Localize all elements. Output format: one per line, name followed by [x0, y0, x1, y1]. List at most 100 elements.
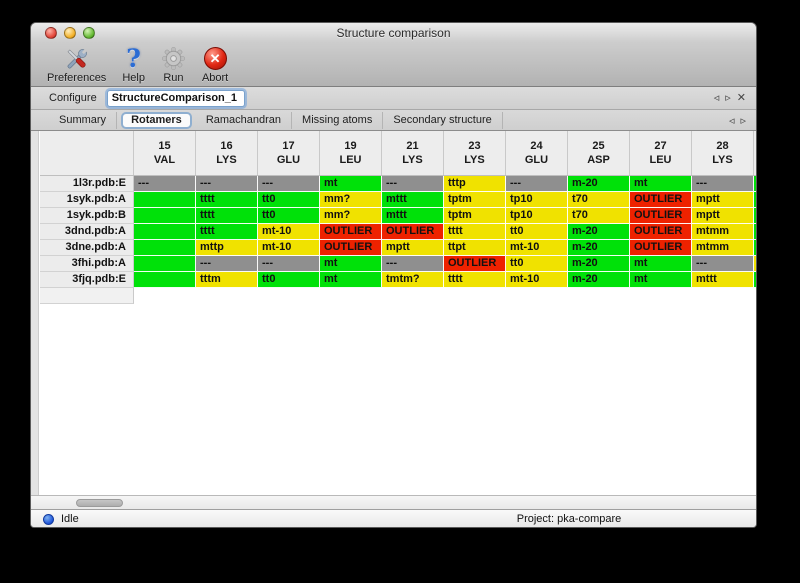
- rotamer-cell[interactable]: [754, 192, 756, 208]
- row-label[interactable]: 1syk.pdb:A: [40, 192, 134, 208]
- rotamer-cell[interactable]: mt: [630, 272, 692, 288]
- rotamer-cell[interactable]: tt0: [258, 208, 320, 224]
- rotamer-cell[interactable]: [754, 176, 756, 192]
- rotamer-cell[interactable]: [134, 240, 196, 256]
- column-header[interactable]: 17 GLU: [258, 131, 320, 175]
- rotamer-cell[interactable]: mt: [320, 176, 382, 192]
- configure-input[interactable]: [106, 89, 245, 107]
- row-label[interactable]: 3dne.pdb:A: [40, 240, 134, 256]
- column-header[interactable]: 24 GLU: [506, 131, 568, 175]
- column-header[interactable]: 23 LYS: [444, 131, 506, 175]
- rotamer-cell[interactable]: m-20: [568, 240, 630, 256]
- rotamer-cell[interactable]: tttt: [444, 272, 506, 288]
- tab-summary[interactable]: Summary: [49, 111, 118, 129]
- rotamer-cell[interactable]: m-20: [568, 224, 630, 240]
- pane-close-icon[interactable]: ✕: [736, 92, 746, 104]
- rotamer-cell[interactable]: mttp: [196, 240, 258, 256]
- rotamer-cell[interactable]: ---: [382, 256, 444, 272]
- close-button[interactable]: [45, 27, 57, 39]
- rotamer-cell[interactable]: OUTLIER: [630, 208, 692, 224]
- rotamer-cell[interactable]: mttt: [382, 192, 444, 208]
- rotamer-cell[interactable]: tt0: [506, 224, 568, 240]
- rotamer-cell[interactable]: [134, 272, 196, 288]
- tab-scroll-left-icon[interactable]: ◃: [728, 115, 735, 127]
- help-button[interactable]: ? Help: [122, 45, 145, 84]
- rotamer-cell[interactable]: m-20: [568, 176, 630, 192]
- rotamer-cell[interactable]: mt-10: [258, 240, 320, 256]
- horizontal-scrollbar[interactable]: [31, 495, 756, 509]
- column-header[interactable]: 27 LEU: [630, 131, 692, 175]
- tab-ramachandran[interactable]: Ramachandran: [196, 111, 293, 129]
- row-label[interactable]: 1syk.pdb:B: [40, 208, 134, 224]
- rotamer-cell[interactable]: [754, 224, 756, 240]
- rotamer-cell[interactable]: tttt: [196, 208, 258, 224]
- column-header[interactable]: 25 ASP: [568, 131, 630, 175]
- rotamer-cell[interactable]: tp10: [506, 208, 568, 224]
- rotamer-cell[interactable]: tttt: [196, 224, 258, 240]
- rotamer-cell[interactable]: mptt: [692, 192, 754, 208]
- rotamer-cell[interactable]: mttt: [382, 208, 444, 224]
- rotamer-cell[interactable]: OUTLIER: [630, 224, 692, 240]
- rotamer-cell[interactable]: ---: [196, 176, 258, 192]
- row-label[interactable]: 3fjq.pdb:E: [40, 272, 134, 288]
- rotamer-cell[interactable]: m-20: [568, 256, 630, 272]
- preferences-button[interactable]: Preferences: [47, 45, 106, 84]
- rotamer-cell[interactable]: m-20: [568, 272, 630, 288]
- minimize-button[interactable]: [64, 27, 76, 39]
- rotamer-cell[interactable]: mt-10: [258, 224, 320, 240]
- rotamer-cell[interactable]: [134, 224, 196, 240]
- rotamer-cell[interactable]: tp10: [506, 192, 568, 208]
- zoom-button[interactable]: [83, 27, 95, 39]
- rotamer-cell[interactable]: mt: [630, 176, 692, 192]
- row-label[interactable]: 3dnd.pdb:A: [40, 224, 134, 240]
- rotamer-cell[interactable]: ---: [692, 256, 754, 272]
- rotamer-cell[interactable]: [754, 240, 756, 256]
- column-header[interactable]: 15 VAL: [134, 131, 196, 175]
- rotamer-cell[interactable]: OUTLIER: [630, 192, 692, 208]
- rotamer-cell[interactable]: mt-10: [506, 240, 568, 256]
- rotamer-cell[interactable]: tttp: [444, 176, 506, 192]
- rotamer-cell[interactable]: ttpt: [444, 240, 506, 256]
- rotamer-cell[interactable]: tt0: [506, 256, 568, 272]
- column-header[interactable]: [754, 131, 756, 175]
- rotamer-cell[interactable]: mtmm: [692, 224, 754, 240]
- title-bar[interactable]: Structure comparison: [31, 23, 756, 43]
- tab-rotamers[interactable]: Rotamers: [121, 111, 192, 129]
- rotamer-cell[interactable]: tptm: [444, 208, 506, 224]
- rotamer-cell[interactable]: mt: [320, 256, 382, 272]
- column-header[interactable]: 28 LYS: [692, 131, 754, 175]
- rotamer-cell[interactable]: OUTLIER: [444, 256, 506, 272]
- rotamer-cell[interactable]: [134, 208, 196, 224]
- rotamer-cell[interactable]: mptt: [692, 208, 754, 224]
- rotamer-cell[interactable]: ---: [258, 256, 320, 272]
- run-button[interactable]: Run: [161, 45, 186, 84]
- row-label[interactable]: 3fhi.pdb:A: [40, 256, 134, 272]
- rotamer-cell[interactable]: t70: [568, 208, 630, 224]
- scrollbar-thumb[interactable]: [76, 499, 123, 507]
- rotamer-cell[interactable]: mt-10: [506, 272, 568, 288]
- rotamer-cell[interactable]: OUTLIER: [320, 224, 382, 240]
- rotamer-cell[interactable]: ---: [258, 176, 320, 192]
- rotamer-cell[interactable]: tttm: [196, 272, 258, 288]
- rotamer-cell[interactable]: [754, 272, 756, 288]
- tab-secondary-structure[interactable]: Secondary structure: [383, 111, 503, 129]
- tab-missing-atoms[interactable]: Missing atoms: [292, 111, 384, 129]
- rotamer-cell[interactable]: tt0: [258, 192, 320, 208]
- rotamer-cell[interactable]: ---: [506, 176, 568, 192]
- tab-scroll-right-icon[interactable]: ▹: [740, 115, 746, 127]
- pane-forward-icon[interactable]: ▹: [725, 92, 731, 104]
- rotamer-cell[interactable]: mt: [630, 256, 692, 272]
- rotamer-cell[interactable]: tt0: [258, 272, 320, 288]
- rotamer-cell[interactable]: OUTLIER: [630, 240, 692, 256]
- rotamer-cell[interactable]: mtmm: [692, 240, 754, 256]
- rotamer-cell[interactable]: t70: [568, 192, 630, 208]
- rotamer-cell[interactable]: tttt: [196, 192, 258, 208]
- rotamer-cell[interactable]: [754, 256, 756, 272]
- rotamer-cell[interactable]: [134, 256, 196, 272]
- abort-button[interactable]: ✕ Abort: [202, 45, 228, 84]
- column-header[interactable]: 21 LYS: [382, 131, 444, 175]
- row-label[interactable]: 1l3r.pdb:E: [40, 176, 134, 192]
- rotamer-cell[interactable]: ---: [692, 176, 754, 192]
- rotamer-cell[interactable]: mt: [320, 272, 382, 288]
- rotamer-cell[interactable]: tttt: [444, 224, 506, 240]
